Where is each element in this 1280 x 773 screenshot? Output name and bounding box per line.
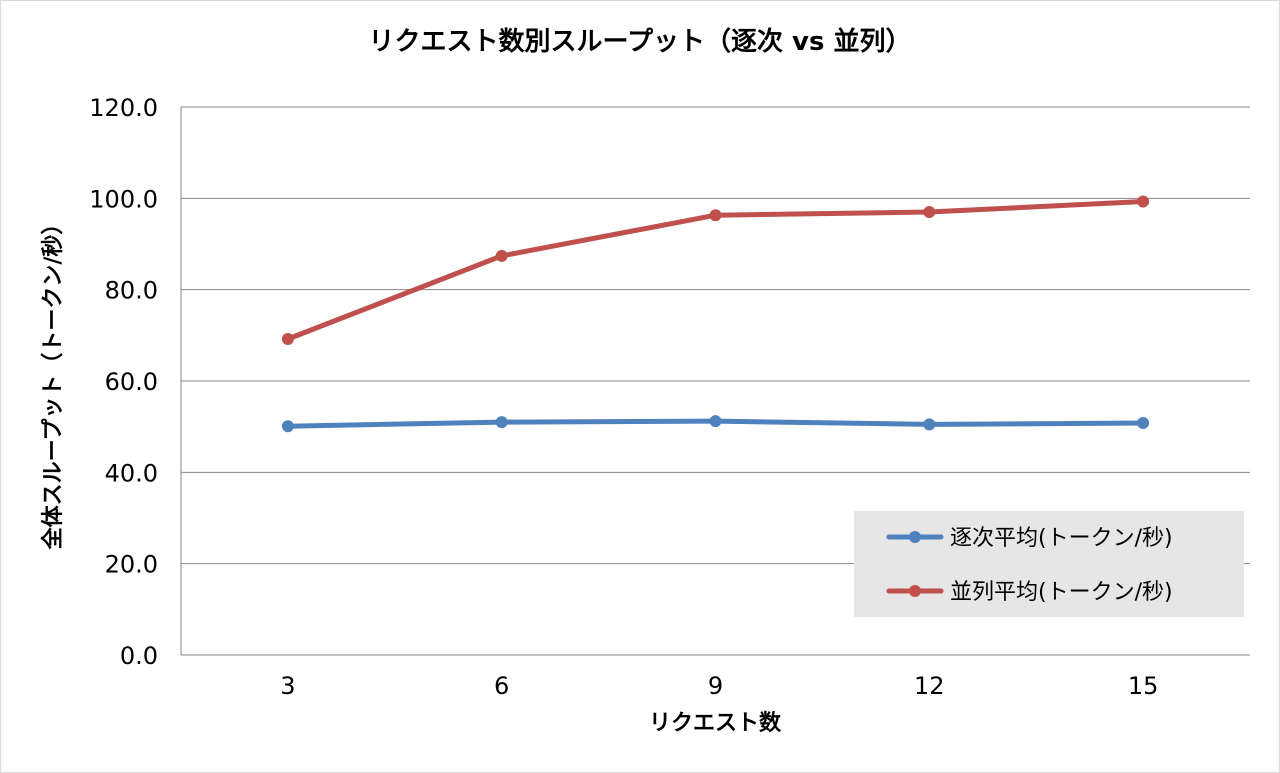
legend-swatch-marker xyxy=(909,585,921,597)
y-tick-label: 100.0 xyxy=(89,185,158,213)
y-axis-label: 全体スループット（トークン/秒） xyxy=(40,213,66,551)
legend: 逐次平均(トークン/秒) 並列平均(トークン/秒) xyxy=(854,511,1244,617)
legend-swatch-marker xyxy=(909,531,921,543)
legend-entry-label: 逐次平均(トークン/秒) xyxy=(950,526,1173,551)
data-point xyxy=(923,418,936,431)
data-point xyxy=(495,416,508,429)
data-point xyxy=(281,420,294,433)
axes xyxy=(180,107,1250,656)
data-point xyxy=(1137,195,1150,208)
y-tick-label: 40.0 xyxy=(105,459,158,487)
chart-title: リクエスト数別スループット（逐次 vs 並列） xyxy=(369,27,912,57)
series-layer xyxy=(281,195,1150,433)
y-tick-label: 20.0 xyxy=(105,551,158,579)
x-tick-label: 12 xyxy=(914,672,945,700)
legend-background xyxy=(854,511,1244,617)
x-tick-label: 9 xyxy=(708,672,723,700)
gridlines xyxy=(181,106,1250,565)
x-tick-label: 6 xyxy=(494,672,509,700)
x-tick-label: 3 xyxy=(280,672,295,700)
y-axis-ticks: 0.0 20.0 40.0 60.0 80.0 100.0 120.0 xyxy=(89,94,158,670)
data-point xyxy=(495,249,508,262)
x-axis-ticks: 3 6 9 12 15 xyxy=(280,672,1158,700)
data-point xyxy=(923,206,936,219)
data-point xyxy=(1137,417,1150,430)
series-2 xyxy=(281,195,1150,345)
x-tick-label: 15 xyxy=(1128,672,1159,700)
data-point xyxy=(281,332,294,345)
series-1 xyxy=(281,415,1150,433)
legend-entry-label: 並列平均(トークン/秒) xyxy=(950,580,1173,605)
y-tick-label: 60.0 xyxy=(105,368,158,396)
data-point xyxy=(709,209,722,222)
y-tick-label: 120.0 xyxy=(89,94,158,122)
series-line xyxy=(285,199,1146,342)
y-tick-label: 80.0 xyxy=(105,277,158,305)
data-point xyxy=(709,415,722,428)
y-tick-label: 0.0 xyxy=(120,642,158,670)
x-axis-label: リクエスト数 xyxy=(649,710,782,736)
